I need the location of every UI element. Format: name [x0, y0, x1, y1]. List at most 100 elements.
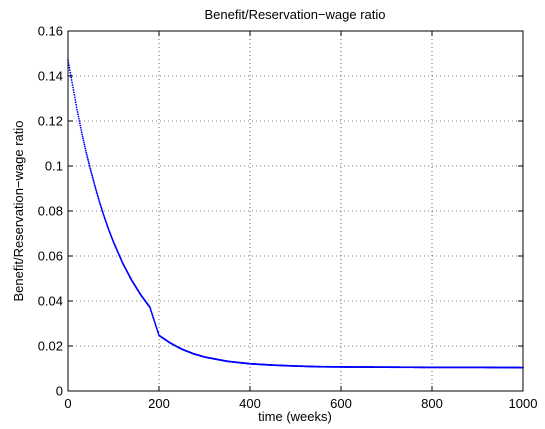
data-point — [150, 310, 153, 313]
y-axis-label: Benefit/Reservation−wage ratio — [11, 120, 26, 301]
data-point — [157, 333, 160, 335]
y-tick-label: 0.06 — [38, 249, 63, 264]
data-point — [154, 324, 157, 327]
data-point — [80, 129, 83, 131]
series-layer — [67, 59, 524, 369]
data-point — [73, 94, 76, 96]
data-point — [99, 203, 102, 206]
data-point — [92, 178, 94, 180]
data-point — [152, 316, 154, 319]
data-point — [151, 314, 154, 317]
data-point — [68, 66, 71, 69]
y-tick-label: 0.04 — [38, 294, 63, 309]
data-point — [89, 167, 92, 170]
data-point — [85, 151, 88, 154]
data-point — [96, 194, 99, 197]
data-point — [149, 307, 152, 310]
data-point — [151, 313, 154, 316]
data-point — [87, 158, 89, 161]
y-tick-label: 0.16 — [38, 24, 63, 39]
data-point — [76, 111, 79, 113]
data-point — [155, 327, 158, 330]
data-point — [85, 153, 88, 156]
plot-area — [68, 31, 523, 391]
data-point — [88, 166, 91, 168]
data-point — [86, 157, 89, 159]
data-point — [93, 184, 96, 187]
data-point — [150, 312, 153, 314]
data-point — [69, 71, 72, 74]
data-point — [96, 192, 99, 195]
data-point — [98, 200, 101, 203]
data-point — [83, 141, 85, 144]
data-point — [73, 96, 76, 99]
data-point — [101, 210, 104, 213]
data-point — [89, 169, 92, 172]
data-point — [156, 330, 159, 333]
data-point — [74, 101, 77, 104]
data-point — [92, 179, 95, 182]
data-series — [67, 59, 524, 369]
data-point — [84, 147, 87, 150]
data-point — [79, 126, 82, 129]
data-point — [157, 331, 159, 334]
data-point — [100, 206, 103, 209]
data-point — [91, 176, 94, 179]
data-point — [70, 76, 73, 79]
data-point — [93, 183, 96, 185]
x-tick-label: 600 — [330, 396, 352, 411]
data-point — [88, 164, 91, 167]
data-point — [97, 197, 100, 200]
data-point — [95, 189, 98, 192]
data-point — [83, 145, 86, 148]
grid — [68, 31, 523, 391]
chart-title: Benefit/Reservation−wage ratio — [204, 7, 385, 22]
data-point — [101, 209, 104, 212]
data-point — [82, 137, 84, 140]
y-tick-label: 0.14 — [38, 69, 63, 84]
data-point — [149, 309, 152, 312]
data-point — [78, 120, 81, 122]
data-point — [86, 155, 89, 158]
data-point — [68, 69, 71, 72]
data-point — [78, 122, 81, 125]
data-point — [79, 124, 82, 127]
x-tick-label: 400 — [239, 396, 261, 411]
data-point — [70, 79, 73, 81]
data-point — [76, 108, 78, 111]
data-point — [102, 213, 105, 216]
data-point — [153, 319, 155, 321]
data-point — [75, 106, 78, 109]
data-point — [102, 212, 104, 214]
data-point — [90, 171, 93, 174]
data-point — [94, 188, 97, 190]
y-tick-label: 0.08 — [38, 204, 63, 219]
y-tick-label: 0.02 — [38, 339, 63, 354]
data-point — [74, 98, 77, 101]
y-tick-label: 0 — [56, 384, 63, 399]
data-point — [75, 103, 78, 106]
x-axis-label: time (weeks) — [258, 409, 332, 424]
data-point — [80, 131, 83, 134]
data-point — [95, 191, 98, 194]
data-point — [156, 328, 159, 331]
y-tick-label: 0.12 — [38, 114, 63, 129]
data-point — [149, 306, 151, 309]
data-point — [72, 89, 75, 91]
data-point — [77, 115, 80, 118]
data-point — [72, 86, 74, 89]
data-point — [94, 186, 97, 189]
data-point — [93, 181, 95, 184]
data-point — [91, 174, 94, 177]
data-point — [155, 326, 158, 328]
y-tick-label: 0.1 — [45, 159, 63, 174]
tick-labels: 0 200 400 600 800 1000 0 0.02 0.04 0.06 0.08 0.1 0.1… — [38, 24, 538, 412]
x-tick-label: 200 — [148, 396, 170, 411]
data-point — [152, 317, 155, 320]
data-point — [88, 162, 90, 165]
data-point — [154, 321, 156, 324]
data-point — [100, 207, 103, 210]
data-point — [71, 81, 73, 84]
data-point — [83, 143, 86, 146]
data-point — [82, 139, 85, 142]
